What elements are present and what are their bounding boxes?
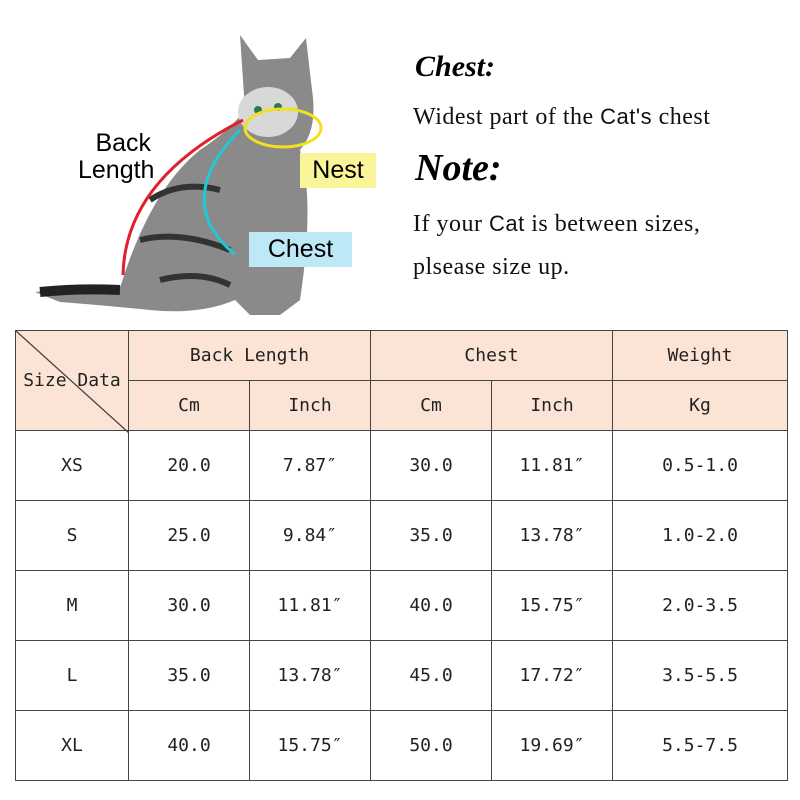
value-cell: 45.0 [370, 640, 492, 711]
value-cell: 40.0 [370, 570, 492, 641]
corner-size: Size [23, 370, 67, 391]
note-text: If your Cat is between sizes, [413, 211, 700, 238]
value-cell: 3.5-5.5 [612, 640, 788, 711]
size-cell: L [15, 640, 129, 711]
value-cell: 19.69″ [491, 710, 613, 781]
table-row: M 30.0 11.81″ 40.0 15.75″ 2.0-3.5 [15, 570, 788, 641]
nest-ring [243, 107, 323, 149]
table-row: S 25.0 9.84″ 35.0 13.78″ 1.0-2.0 [15, 500, 788, 571]
value-cell: 15.75″ [491, 570, 613, 641]
header-back-length: Back Length [128, 330, 371, 381]
table-row: L 35.0 13.78″ 45.0 17.72″ 3.5-5.5 [15, 640, 788, 711]
note-text-word: Cat [488, 211, 525, 236]
header-chest: Chest [370, 330, 613, 381]
value-cell: 40.0 [128, 710, 250, 781]
size-cell: XS [15, 430, 129, 501]
unit-header: Kg [612, 380, 788, 431]
value-cell: 1.0-2.0 [612, 500, 788, 571]
header-weight: Weight [612, 330, 788, 381]
chest-description: Widest part of the Cat's chest [413, 104, 710, 131]
value-cell: 35.0 [370, 500, 492, 571]
value-cell: 2.0-3.5 [612, 570, 788, 641]
value-cell: 13.78″ [249, 640, 371, 711]
size-cell: S [15, 500, 129, 571]
table-row: XS 20.0 7.87″ 30.0 11.81″ 0.5-1.0 [15, 430, 788, 501]
size-table: Size Data Back Length Chest Weight Cm Inc… [15, 330, 788, 781]
note-line2: plsease size up. [413, 254, 570, 280]
value-cell: 35.0 [128, 640, 250, 711]
value-cell: 5.5-7.5 [612, 710, 788, 781]
value-cell: 13.78″ [491, 500, 613, 571]
note-text-post: is between sizes, [531, 211, 701, 237]
value-cell: 11.81″ [249, 570, 371, 641]
back-length-label: Back Length [78, 129, 154, 184]
note-heading: Note: [415, 147, 502, 189]
value-cell: 9.84″ [249, 500, 371, 571]
value-cell: 25.0 [128, 500, 250, 571]
value-cell: 30.0 [128, 570, 250, 641]
value-cell: 0.5-1.0 [612, 430, 788, 501]
nest-label: Nest [300, 153, 376, 188]
chest-text-pre: Widest part of the [413, 104, 594, 130]
chest-text-post: chest [658, 104, 711, 130]
note-text-pre: If your [413, 211, 483, 237]
chest-heading: Chest: [415, 50, 496, 83]
chest-arc [202, 128, 242, 256]
value-cell: 15.75″ [249, 710, 371, 781]
cat-illustration [35, 35, 323, 315]
size-cell: XL [15, 710, 129, 781]
value-cell: 7.87″ [249, 430, 371, 501]
table-row: XL 40.0 15.75″ 50.0 19.69″ 5.5-7.5 [15, 710, 788, 781]
corner-data: Data [77, 370, 121, 391]
corner-cell: Size Data [15, 330, 129, 433]
cat-silhouette [35, 35, 314, 315]
unit-header: Inch [249, 380, 371, 431]
back-length-arc [121, 118, 244, 276]
back-label-line1: Back [95, 129, 152, 157]
size-cell: M [15, 570, 129, 641]
value-cell: 11.81″ [491, 430, 613, 501]
value-cell: 20.0 [128, 430, 250, 501]
unit-header: Cm [128, 380, 250, 431]
back-label-line2: Length [78, 156, 155, 184]
value-cell: 17.72″ [491, 640, 613, 711]
value-cell: 50.0 [370, 710, 492, 781]
chest-label: Chest [249, 232, 352, 267]
chest-text-word: Cat's [600, 104, 653, 129]
unit-header: Cm [370, 380, 492, 431]
value-cell: 30.0 [370, 430, 492, 501]
unit-header: Inch [491, 380, 613, 431]
